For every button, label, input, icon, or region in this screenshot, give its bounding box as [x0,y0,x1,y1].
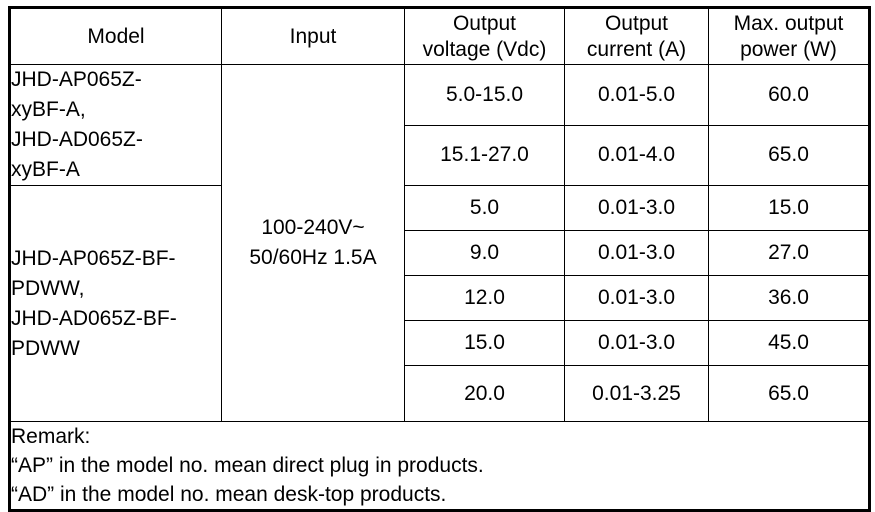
table-header: Model Input Output voltage (Vdc) Output … [9,7,870,65]
table-body: JHD-AP065Z- xyBF-A, JHD-AD065Z- xyBF-A 1… [9,64,870,511]
table-row: 9.0 0.01-3.0 27.0 [10,230,870,276]
cell-output-voltage: 15.0 [404,320,565,366]
table-header-row: Model Input Output voltage (Vdc) Output … [9,7,870,65]
table-row: 12.0 0.01-3.0 36.0 [10,275,870,321]
input-rating-cell: 100-240V~ 50/60Hz 1.5A [221,64,405,422]
cell-max-output-power: 15.0 [708,185,870,231]
cell-output-current: 0.01-4.0 [564,124,709,186]
model-name-line: JHD-AD065Z- [11,128,143,151]
power-supply-specification-table: Model Input Output voltage (Vdc) Output … [8,6,871,512]
cell-max-output-power: 60.0 [708,64,870,126]
specification-table-container: Model Input Output voltage (Vdc) Output … [8,6,871,512]
input-rating-line1: 100-240V~ [261,216,365,239]
column-header-max-output-power-line2: power (W) [740,37,837,61]
column-header-output-current: Output current (A) [564,7,709,65]
model-cell-group-b: JHD-AP065Z-BF- PDWW, JHD-AD065Z-BF- PDWW [9,185,222,422]
model-name-line: PDWW, [11,276,85,300]
column-header-output-voltage-line1: Output [452,11,517,35]
model-name-line: JHD-AP065Z- [11,68,142,91]
remark-cell: Remark: “AP” in the model no. mean direc… [9,421,870,511]
remark-line-ad: “AD” in the model no. mean desk-top prod… [11,483,447,506]
column-header-input-line1: Input [289,24,337,48]
model-name-line: xyBF-A [11,158,80,181]
cell-max-output-power: 45.0 [708,320,870,366]
model-name-line: PDWW [11,336,80,360]
cell-output-voltage: 15.1-27.0 [404,124,565,186]
cell-output-voltage: 20.0 [404,365,565,422]
column-header-max-output-power: Max. output power (W) [708,7,870,65]
cell-max-output-power: 36.0 [708,275,870,321]
column-header-model: Model [9,7,222,65]
cell-output-current: 0.01-3.0 [564,185,709,231]
table-row: JHD-AP065Z- xyBF-A, JHD-AD065Z- xyBF-A 1… [9,64,870,422]
model-name-line: xyBF-A, [11,98,86,121]
cell-output-voltage: 5.0-15.0 [404,64,565,126]
cell-output-current: 0.01-3.0 [564,320,709,366]
cell-max-output-power: 65.0 [708,365,870,422]
cell-output-current: 0.01-3.25 [564,365,709,422]
cell-max-output-power: 65.0 [708,124,870,186]
remark-title: Remark: [11,425,91,448]
column-header-model-line1: Model [87,24,145,48]
remark-line-ap: “AP” in the model no. mean direct plug i… [11,454,484,477]
remark-row: Remark: “AP” in the model no. mean direc… [9,421,870,511]
cell-output-current: 0.01-3.0 [564,230,709,276]
model-name-line: JHD-AD065Z-BF- [11,306,177,330]
cell-output-current: 0.01-5.0 [564,64,709,126]
cell-output-voltage: 9.0 [404,230,565,276]
column-header-output-voltage-line2: voltage (Vdc) [422,37,547,61]
column-header-input: Input [221,7,405,65]
column-header-output-current-line2: current (A) [586,37,687,61]
cell-output-voltage: 5.0 [404,185,565,231]
table-row: 15.0 0.01-3.0 45.0 [10,320,870,366]
cell-output-voltage: 12.0 [404,275,565,321]
table-row: 15.1-27.0 0.01-4.0 65.0 [10,124,870,186]
table-row: 20.0 0.01-3.25 65.0 [10,365,870,422]
input-rating-line2: 50/60Hz 1.5A [249,246,377,269]
cell-max-output-power: 27.0 [708,230,870,276]
model-cell-group-a: JHD-AP065Z- xyBF-A, JHD-AD065Z- xyBF-A [9,64,222,186]
model-name-line: JHD-AP065Z-BF- [11,246,176,270]
column-header-output-current-line1: Output [604,11,669,35]
column-header-max-output-power-line1: Max. output [733,11,844,35]
column-header-output-voltage: Output voltage (Vdc) [404,7,565,65]
cell-output-current: 0.01-3.0 [564,275,709,321]
table-row: JHD-AP065Z-BF- PDWW, JHD-AD065Z-BF- PDWW… [9,185,870,422]
